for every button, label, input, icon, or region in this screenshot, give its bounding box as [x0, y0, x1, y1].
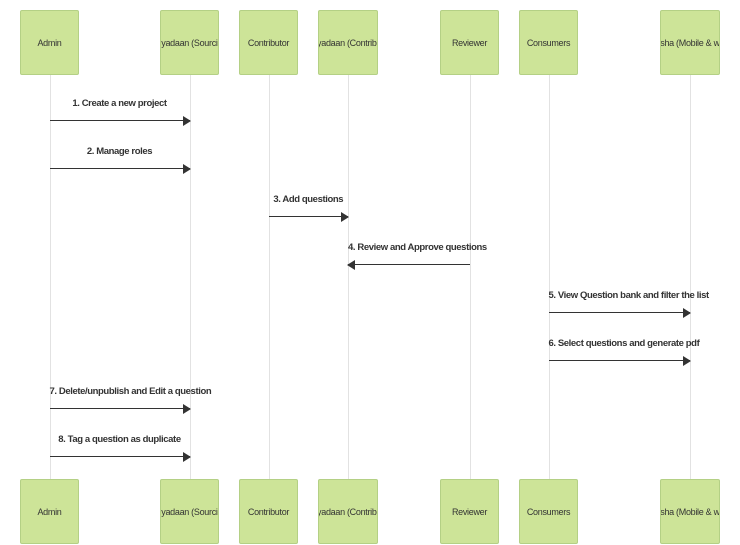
participant-diksha-top: Diksha (Mobile & web)	[660, 10, 720, 75]
message-4: 4. Review and Approve questions	[347, 242, 487, 272]
participant-label: Diksha (Mobile & web)	[660, 37, 720, 48]
participant-vidyadaan-sourcing-bottom: Vidyadaan (Sourcing)	[160, 479, 219, 544]
participant-label: Contributor	[247, 506, 290, 517]
message-3: 3. Add questions	[268, 194, 349, 224]
message-label: 4. Review and Approve questions	[348, 242, 487, 253]
participant-label: Reviewer	[451, 506, 488, 517]
participant-reviewer-top: Reviewer	[440, 10, 499, 75]
participant-label: Vidyadaan (Sourcing)	[161, 506, 218, 517]
lifeline-contributor	[268, 74, 270, 480]
message-2: 2. Manage roles	[49, 146, 191, 176]
participant-label: Vidyadaan (Contribute)	[319, 37, 377, 48]
participant-label: Vidyadaan (Contribute)	[319, 506, 377, 517]
message-label: 7. Delete/unpublish and Edit a question	[49, 386, 212, 397]
arrowhead-icon	[683, 308, 691, 318]
message-label: 6. Select questions and generate pdf	[548, 338, 700, 349]
arrowhead-icon	[182, 452, 191, 462]
arrowhead-icon	[182, 116, 191, 126]
participant-contributor-bottom: Contributor	[239, 479, 298, 544]
message-arrow-line	[348, 264, 470, 265]
arrowhead-icon	[182, 164, 191, 174]
message-1: 1. Create a new project	[49, 98, 191, 128]
message-arrow-line	[548, 312, 690, 313]
participant-consumers-top: Consumers	[519, 10, 578, 75]
participant-vidyadaan-contribute-top: Vidyadaan (Contribute)	[318, 10, 378, 75]
participant-contributor-top: Contributor	[239, 10, 298, 75]
lifeline-vidyadaan-sourcing	[189, 74, 191, 480]
participant-label: Consumers	[526, 506, 571, 517]
message-5: 5. View Question bank and filter the lis…	[548, 290, 710, 320]
message-label: 3. Add questions	[273, 194, 344, 205]
participant-vidyadaan-sourcing-top: Vidyadaan (Sourcing)	[160, 10, 219, 75]
participant-label: Diksha (Mobile & web)	[660, 506, 720, 517]
message-7: 7. Delete/unpublish and Edit a question	[49, 386, 212, 416]
participant-label: Contributor	[247, 37, 290, 48]
participant-label: Admin	[37, 506, 62, 517]
message-arrow-line	[49, 120, 190, 121]
message-label: 1. Create a new project	[72, 98, 167, 109]
arrowhead-icon	[347, 260, 355, 270]
message-8: 8. Tag a question as duplicate	[49, 434, 191, 464]
participant-consumers-bottom: Consumers	[519, 479, 578, 544]
message-arrow-line	[49, 408, 190, 409]
arrowhead-icon	[341, 212, 349, 222]
participant-vidyadaan-contribute-bottom: Vidyadaan (Contribute)	[318, 479, 378, 544]
message-label: 8. Tag a question as duplicate	[58, 434, 181, 445]
lifeline-vidyadaan-contribute	[348, 74, 349, 480]
participant-label: Vidyadaan (Sourcing)	[161, 37, 218, 48]
lifeline-diksha	[690, 74, 691, 480]
participant-diksha-bottom: Diksha (Mobile & web)	[660, 479, 720, 544]
message-arrow-line	[548, 360, 690, 361]
message-arrow-line	[268, 216, 348, 217]
message-label: 5. View Question bank and filter the lis…	[548, 290, 710, 301]
participant-reviewer-bottom: Reviewer	[440, 479, 499, 544]
arrowhead-icon	[683, 356, 691, 366]
participant-label: Reviewer	[451, 37, 488, 48]
message-arrow-line	[49, 456, 190, 457]
participant-admin-bottom: Admin	[20, 479, 79, 544]
lifeline-admin	[49, 74, 51, 480]
message-arrow-line	[49, 168, 190, 169]
message-6: 6. Select questions and generate pdf	[548, 338, 700, 368]
lifeline-consumers	[548, 74, 550, 480]
lifeline-reviewer	[469, 74, 471, 480]
participant-label: Consumers	[526, 37, 571, 48]
arrowhead-icon	[182, 404, 191, 414]
message-label: 2. Manage roles	[86, 146, 153, 157]
participant-label: Admin	[37, 37, 62, 48]
participant-admin-top: Admin	[20, 10, 79, 75]
